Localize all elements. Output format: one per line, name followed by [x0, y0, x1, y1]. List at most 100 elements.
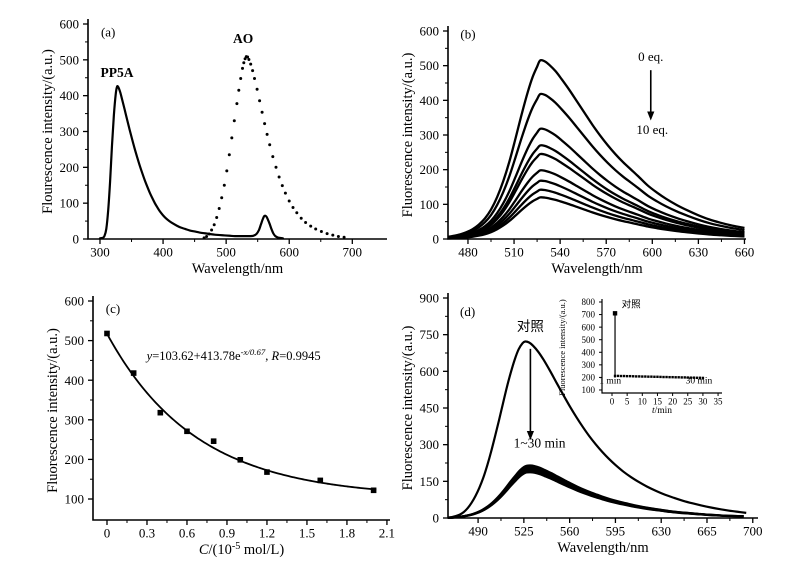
dot	[207, 232, 211, 236]
dot	[268, 143, 272, 147]
label-part: 300	[90, 244, 110, 259]
axes	[92, 296, 390, 521]
y-tick-label: 450	[420, 401, 440, 416]
dot	[247, 58, 251, 61]
arrow-head-icon	[647, 111, 655, 121]
label-part: 500	[420, 58, 440, 73]
label-part: -5	[232, 541, 240, 552]
label-part: 630	[651, 523, 671, 538]
y-tick-label: 600	[65, 294, 85, 309]
label-part: 700	[743, 523, 763, 538]
dot	[263, 122, 267, 126]
inset-dot	[662, 375, 665, 379]
axes	[601, 299, 722, 394]
label-part: 0.3	[139, 525, 155, 540]
data-point	[210, 438, 217, 444]
label-part: PP5A	[101, 65, 134, 80]
dot	[222, 183, 226, 187]
data-point	[237, 457, 244, 463]
x-tick-label: 30	[698, 397, 708, 407]
dot	[253, 77, 256, 80]
dot	[255, 87, 259, 91]
dot	[217, 207, 221, 210]
label-part: 600	[60, 17, 80, 32]
inset-dot	[659, 375, 662, 379]
label-part: 15	[653, 397, 663, 407]
label-part: 600	[279, 244, 299, 259]
panel-a: 300 400 500 600 700 0 100 200 300 400 500 600 Wavele…	[40, 17, 387, 277]
label-part: 5	[625, 397, 630, 407]
label-part: 1 min	[599, 377, 621, 387]
x-axis-title: Wavelength/nm	[551, 261, 643, 277]
label-part: 600	[420, 24, 440, 39]
dot	[220, 196, 224, 200]
y-tick-label: 100	[60, 196, 80, 211]
x-tick-label: 570	[596, 244, 616, 259]
label-part: 400	[60, 88, 80, 103]
label-part: Fluorescence intensity/(a.u.)	[45, 328, 61, 493]
label-part: (d)	[460, 304, 475, 319]
inset-dot	[686, 376, 689, 379]
dot	[258, 99, 262, 103]
label-part: 100	[65, 492, 85, 507]
y-tick-label: 500	[65, 333, 85, 348]
inset-dot	[638, 375, 641, 378]
inset-dot	[613, 374, 617, 378]
eq-curve-1	[447, 92, 745, 239]
x-tick-label: 5	[625, 397, 630, 407]
data-point	[317, 477, 324, 484]
label-part: 20	[668, 397, 678, 407]
label-part: 500	[60, 52, 80, 67]
annotation: (b)	[460, 27, 475, 42]
x-tick-label: 0	[610, 397, 615, 407]
annotation: (d)	[460, 304, 475, 319]
label-part: 0	[73, 232, 80, 247]
x-tick-label: 540	[550, 244, 570, 259]
dot	[271, 155, 275, 159]
label-part: 10	[638, 397, 648, 407]
dot	[304, 221, 308, 224]
inset-dot	[625, 374, 629, 378]
label-part: 400	[65, 373, 85, 388]
inset-dot	[635, 375, 638, 378]
label-part: Fluorescence intensity/(a.u.)	[400, 325, 416, 490]
label-part: 800	[582, 297, 596, 307]
data-point	[157, 409, 164, 416]
dot	[239, 77, 243, 80]
x-tick-label: 1.5	[299, 525, 315, 540]
annotation: (c)	[106, 301, 120, 316]
label-part: =0.9945	[279, 349, 320, 363]
inset-dot	[692, 376, 696, 379]
label-part: AO	[233, 31, 253, 46]
label-part: mol/L)	[240, 542, 284, 558]
inset-dot	[701, 376, 705, 380]
inset-dot	[632, 375, 635, 378]
y-tick-label: 100	[420, 197, 440, 212]
x-axis-title: Wavelength/nm	[192, 261, 284, 277]
label-part: 500	[216, 244, 236, 259]
label-part: /min	[655, 406, 673, 416]
x-tick-label: 665	[697, 523, 717, 538]
label-part: 1~30 min	[514, 436, 566, 451]
dot	[299, 216, 303, 220]
x-tick-label: 300	[90, 244, 110, 259]
label-part: 200	[582, 373, 596, 383]
y-tick-label: 200	[420, 162, 440, 177]
y-tick-label: 500	[420, 58, 440, 73]
label-part: 600	[420, 364, 440, 379]
ao-dots	[202, 55, 346, 240]
inset-dot	[656, 375, 659, 378]
dot	[342, 235, 346, 239]
data-point	[130, 370, 137, 376]
label-part: 700	[582, 310, 596, 320]
bundle-curve-5	[447, 471, 744, 519]
annotation: 对照	[517, 319, 544, 334]
dot	[336, 235, 340, 238]
inset-dot	[698, 376, 702, 379]
label-part: 150	[420, 474, 440, 489]
label-part: Wavelength/nm	[557, 540, 649, 556]
y-tick-label: 150	[420, 474, 440, 489]
label-part: 600	[582, 322, 596, 332]
